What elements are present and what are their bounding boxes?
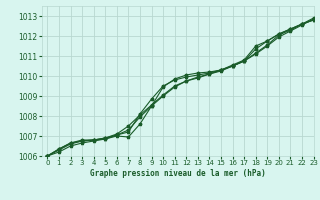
X-axis label: Graphe pression niveau de la mer (hPa): Graphe pression niveau de la mer (hPa) bbox=[90, 169, 266, 178]
